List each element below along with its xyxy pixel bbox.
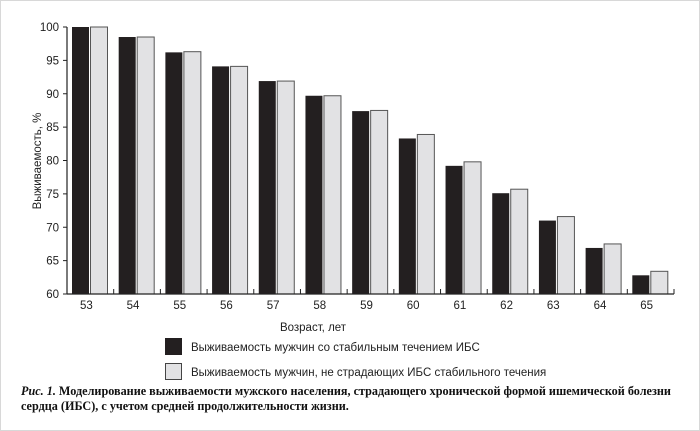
- y-tick-label: 90: [46, 89, 59, 101]
- bar-2-61: [463, 161, 482, 295]
- x-tick-label: 62: [500, 300, 513, 312]
- y-tick-label: 75: [46, 189, 59, 201]
- bar-1-59: [352, 111, 370, 294]
- x-tick-label: 63: [547, 300, 560, 312]
- bar-2-59: [370, 109, 389, 295]
- x-tick-label: 65: [640, 300, 653, 312]
- caption-text: Моделирование выживаемости мужского насе…: [21, 384, 671, 413]
- x-tick-label: 58: [313, 300, 326, 312]
- bar-2-65: [650, 270, 669, 295]
- bar-2-58: [323, 95, 342, 295]
- x-tick-label: 64: [594, 300, 607, 312]
- x-tick-label: 61: [453, 300, 466, 312]
- bar-2-55: [183, 51, 202, 295]
- x-tick-label: 56: [220, 300, 233, 312]
- x-tick-label: 53: [80, 300, 93, 312]
- bar-1-65: [632, 275, 650, 294]
- bar-2-56: [230, 65, 249, 295]
- x-axis-label: Возраст, лет: [280, 322, 347, 334]
- y-tick-label: 100: [40, 22, 59, 34]
- y-tick-label: 85: [46, 122, 59, 134]
- bar-2-57: [276, 80, 295, 295]
- legend-swatch-series-2: [165, 363, 182, 380]
- bar-1-58: [305, 95, 323, 294]
- bar-2-53: [90, 26, 108, 295]
- x-tick-label: 60: [407, 300, 420, 312]
- bar-2-60: [416, 133, 435, 295]
- bar-2-64: [603, 243, 622, 295]
- figure-caption: Рис. 1. Моделирование выживаемости мужск…: [21, 384, 689, 414]
- bar-1-57: [258, 81, 276, 294]
- bar-2-54: [136, 36, 155, 295]
- y-tick-label: 60: [46, 289, 59, 301]
- x-tick-label: 54: [127, 300, 140, 312]
- y-tick-label: 95: [46, 55, 59, 67]
- legend-label-series-2: Выживаемость мужчин, не страдающих ИБС с…: [191, 367, 546, 379]
- bar-1-53: [72, 27, 89, 294]
- bar-1-62: [492, 193, 510, 294]
- y-tick-label: 70: [46, 222, 59, 234]
- bar-chart: 53 54 55 56 57 58 59 60 61 62 63 64 65 60 65 70 75 80 85 90…: [32, 22, 675, 380]
- bar-1-55: [165, 52, 183, 294]
- bar-1-61: [445, 165, 463, 294]
- legend-swatch-series-1: [165, 338, 182, 355]
- bar-1-56: [212, 66, 230, 294]
- legend: Выживаемость мужчин со стабильным течени…: [165, 338, 546, 380]
- y-tick-label: 80: [46, 156, 59, 168]
- caption-label: Рис. 1.: [21, 384, 56, 398]
- y-tick-label: 65: [46, 256, 59, 268]
- bar-1-63: [538, 220, 556, 294]
- bar-2-62: [510, 188, 529, 295]
- bar-2-63: [556, 216, 575, 295]
- bar-1-54: [118, 37, 136, 294]
- x-tick-label: 57: [267, 300, 280, 312]
- x-tick-label: 55: [173, 300, 186, 312]
- bar-1-64: [585, 247, 603, 294]
- x-tick-label: 59: [360, 300, 373, 312]
- legend-label-series-1: Выживаемость мужчин со стабильным течени…: [191, 342, 480, 354]
- bar-1-60: [398, 138, 416, 294]
- y-axis-label: Выживаемость, %: [32, 113, 44, 210]
